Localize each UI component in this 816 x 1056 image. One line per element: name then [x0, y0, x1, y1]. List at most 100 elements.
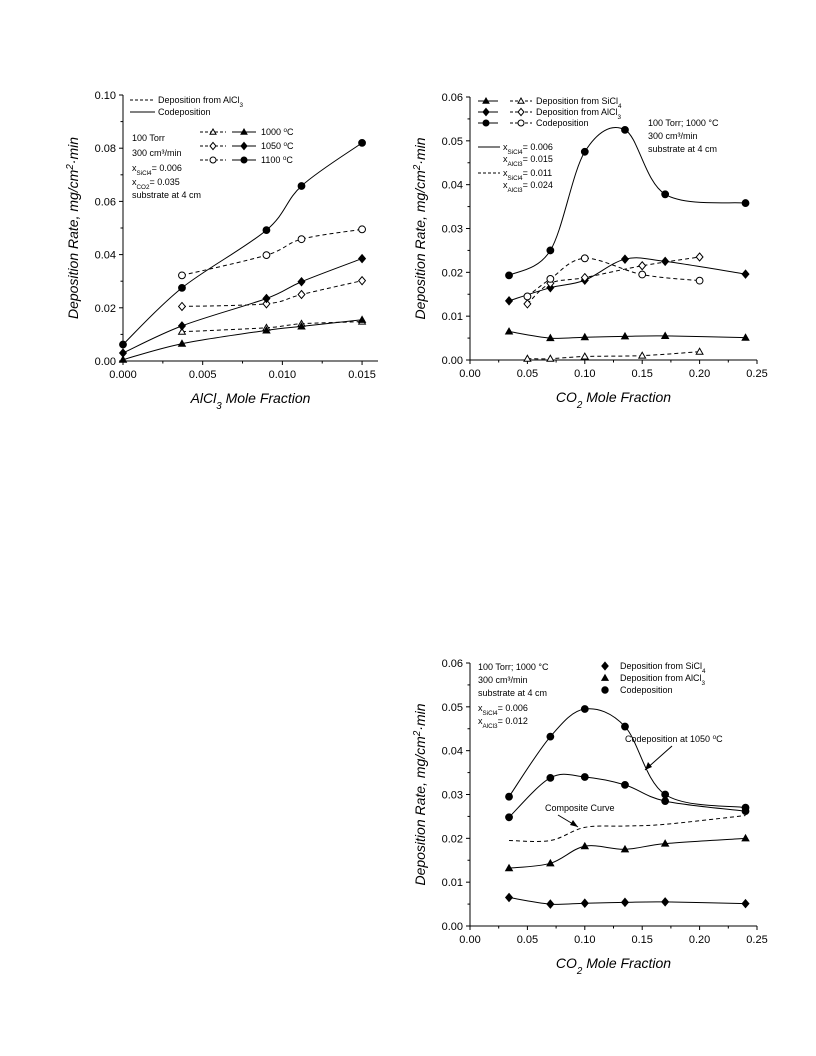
y-axis-label: Deposition Rate, mg/cm2·min — [65, 137, 82, 319]
series-curve-5 — [509, 815, 746, 842]
y-tick-label: 0.05 — [442, 702, 463, 714]
condition-text: xCO2= 0.035 — [132, 177, 180, 191]
y-tick-label: 0.02 — [442, 267, 463, 279]
series-curve-3 — [508, 257, 746, 302]
chart-2: 0.00 0.05 0.10 0.15 0.20 0.25 0.00 0.01 0.02 0.03… — [412, 92, 768, 411]
x-tick-label: 0.10 — [574, 368, 595, 380]
legend-marker — [601, 686, 609, 694]
data-point — [358, 225, 366, 234]
legend-marker — [601, 661, 609, 671]
condition-text: substrate at 4 cm — [648, 144, 717, 154]
condition-text: xSiCl4= 0.006 — [478, 703, 528, 717]
x-tick-label: 0.10 — [574, 934, 595, 946]
data-point — [118, 355, 128, 363]
x-tick-label: 0.05 — [517, 934, 538, 946]
data-point — [741, 333, 750, 341]
legend-marker — [517, 96, 525, 104]
legend-marker — [209, 141, 217, 151]
data-point — [741, 898, 750, 909]
data-point — [177, 327, 187, 335]
data-point — [620, 844, 630, 853]
condition-text: 300 cm³/min — [478, 675, 528, 685]
y-tick-label: 0.06 — [95, 196, 116, 208]
series-curve-4 — [122, 258, 363, 354]
condition-text: 100 Torr — [132, 133, 165, 143]
x-tick-label: 0.000 — [109, 369, 137, 381]
data-point — [119, 340, 127, 349]
data-point — [177, 301, 187, 312]
data-point — [637, 351, 647, 359]
condition-text: 100 Torr; 1000 °C — [648, 118, 719, 128]
data-point — [504, 296, 514, 306]
data-point — [580, 254, 589, 263]
data-point — [505, 271, 513, 280]
data-point — [546, 773, 555, 782]
legend-label: xAlCl3= 0.024 — [503, 180, 553, 194]
series-curve-4 — [508, 708, 746, 809]
data-point — [504, 892, 514, 903]
legend-marker — [240, 156, 248, 164]
chart-1: 0.000 0.005 0.010 0.015 0.00 0.02 0.04 0.06 0.08… — [65, 90, 378, 412]
data-point — [505, 813, 513, 822]
y-tick-label: 0.03 — [442, 224, 463, 236]
x-tick-label: 0.15 — [631, 934, 652, 946]
series-curve-5 — [181, 228, 363, 276]
data-point — [504, 863, 514, 872]
legend-label: Codeposition — [620, 685, 673, 695]
data-point — [262, 299, 271, 309]
condition-text: 300 cm³/min — [648, 131, 698, 141]
data-point — [546, 858, 555, 867]
data-point — [546, 354, 555, 362]
y-tick-label: 0.00 — [95, 356, 116, 368]
data-point — [262, 251, 271, 260]
data-point — [523, 292, 532, 301]
y-tick-label: 0.02 — [442, 833, 463, 845]
condition-text: substrate at 4 cm — [478, 688, 547, 698]
data-point — [580, 773, 589, 781]
data-point — [621, 125, 629, 134]
series-curve-3 — [181, 280, 363, 307]
data-point — [178, 283, 186, 292]
data-point — [695, 347, 704, 355]
data-point — [660, 331, 670, 339]
data-point — [661, 190, 670, 199]
data-point — [580, 332, 590, 341]
y-tick-label: 0.04 — [95, 250, 116, 262]
data-point — [638, 270, 647, 279]
series-curve-6 — [527, 257, 700, 297]
axes: 0.00 0.05 0.10 0.15 0.20 0.25 0.00 0.01 0.02 0.03… — [412, 658, 768, 977]
data-point — [621, 722, 629, 731]
legend-marker — [240, 141, 248, 151]
legend-label: Codeposition — [158, 107, 211, 117]
data-point — [297, 235, 306, 244]
data-point — [523, 354, 532, 362]
legend-marker — [482, 96, 490, 104]
data-point — [661, 897, 670, 907]
data-point — [297, 289, 306, 300]
data-point — [358, 275, 367, 286]
y-tick-label: 0.08 — [95, 143, 116, 155]
data-point — [262, 293, 271, 304]
chart-3: 0.00 0.05 0.10 0.15 0.20 0.25 0.00 0.01 0.02 0.03… — [412, 658, 768, 977]
series-curve-6 — [122, 142, 363, 345]
condition-text: 300 cm³/min — [132, 148, 182, 158]
data-point — [620, 331, 630, 340]
x-axis-label: AlCl3 Mole Fraction — [190, 390, 311, 412]
data-point — [580, 841, 590, 850]
data-point — [741, 803, 750, 812]
legend-label: xSiCl4= 0.011 — [503, 168, 552, 182]
data-point — [357, 315, 367, 323]
data-point — [741, 833, 750, 842]
condition-text: xAlCl3= 0.012 — [478, 716, 528, 730]
data-point — [118, 348, 128, 358]
y-tick-label: 0.04 — [442, 180, 463, 192]
data-point — [695, 276, 704, 285]
x-tick-label: 0.005 — [189, 369, 217, 381]
data-point — [661, 256, 670, 267]
data-point — [580, 147, 589, 156]
data-point — [580, 272, 589, 283]
data-point — [178, 271, 186, 280]
legend-label: Deposition from SiCl4 — [536, 96, 622, 110]
